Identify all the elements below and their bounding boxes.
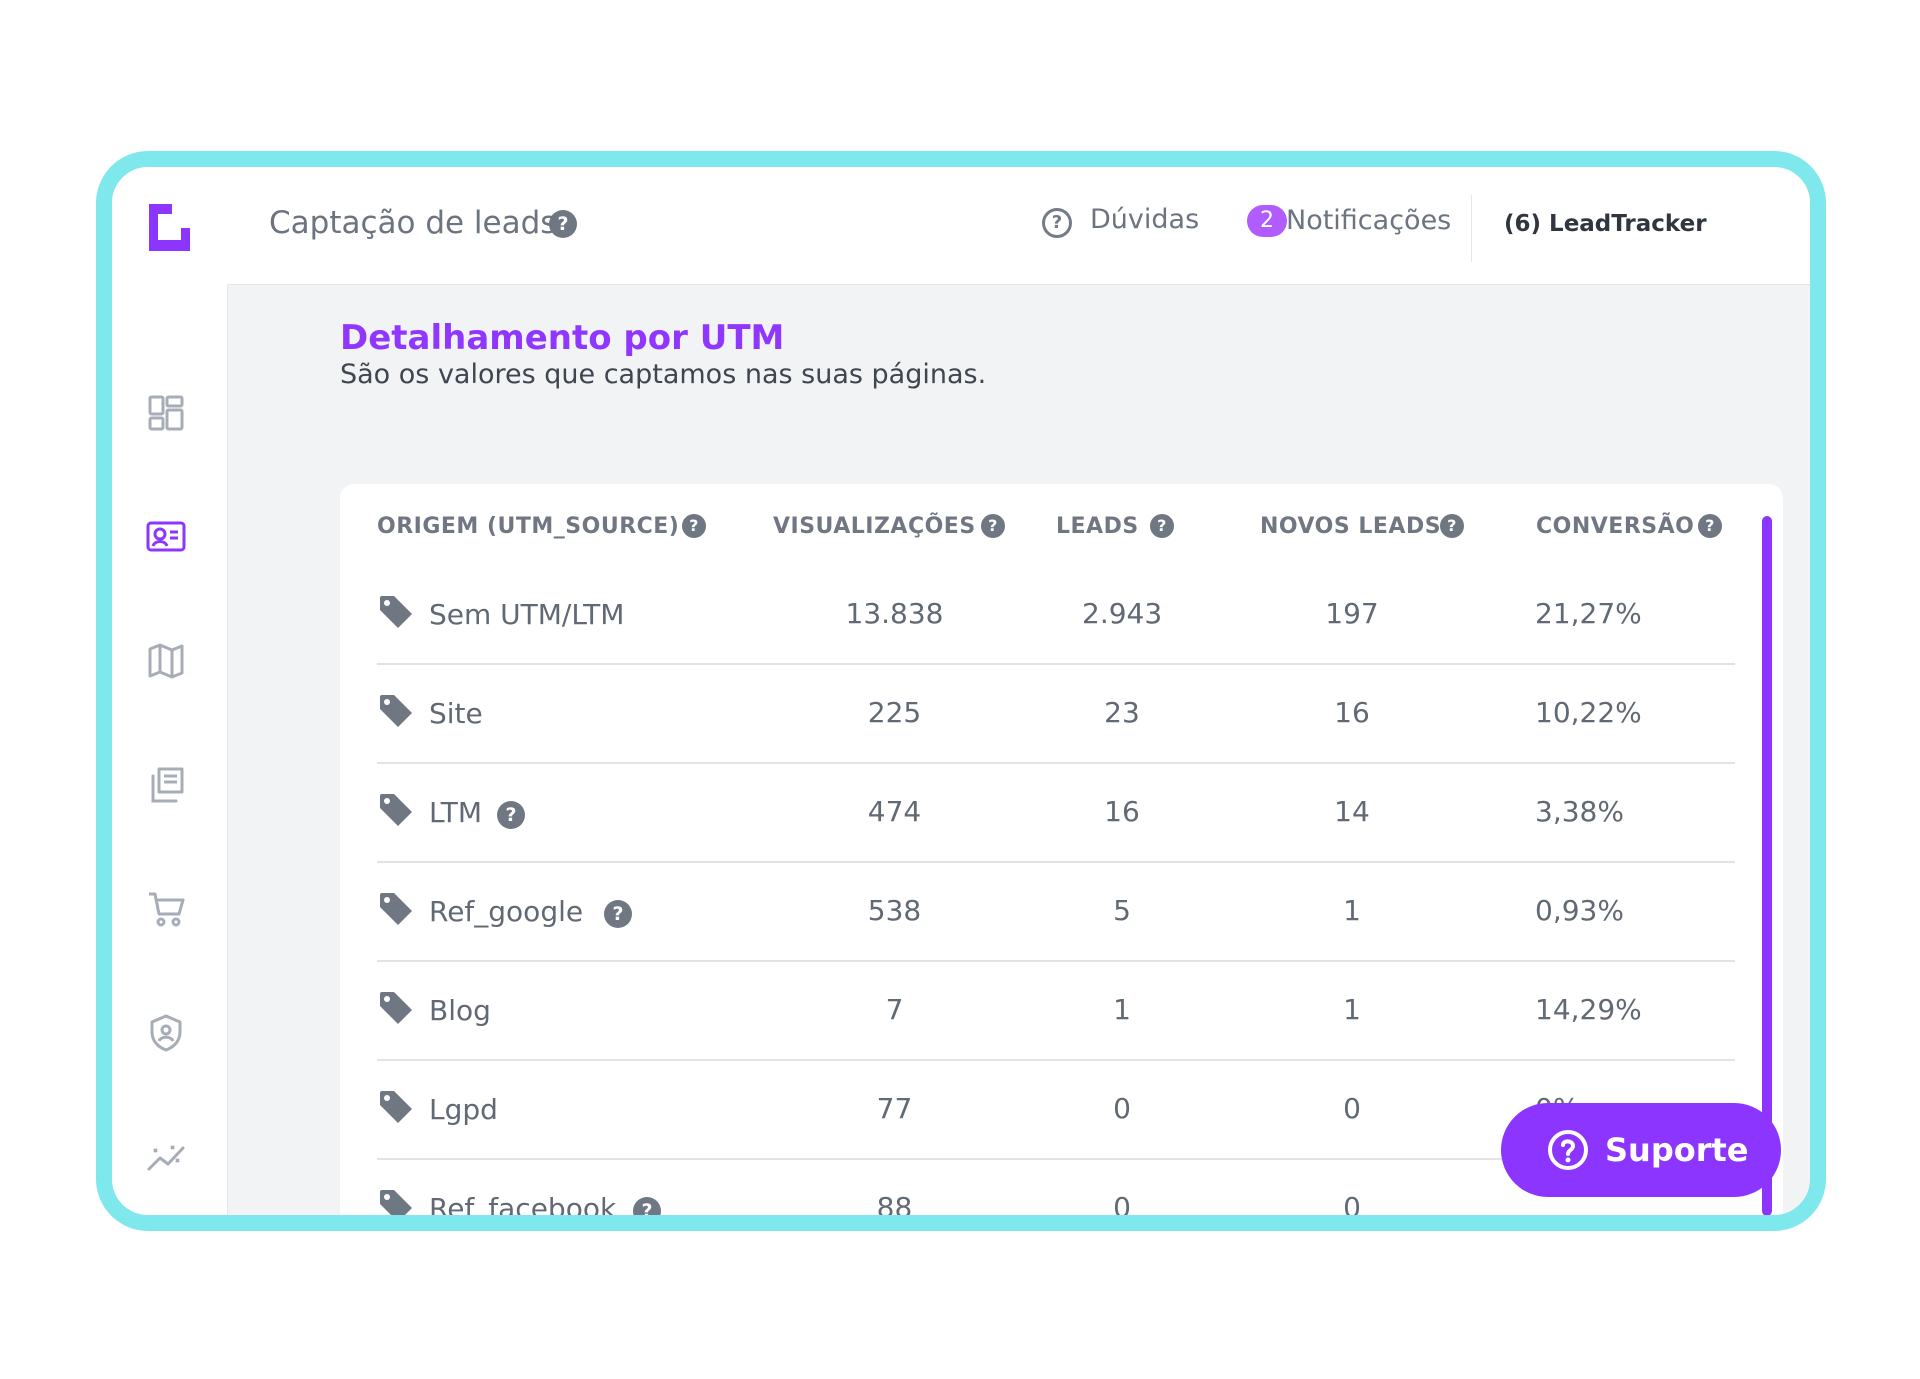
question-icon[interactable]: ? [1150,514,1174,538]
question-circle-icon [1548,1130,1588,1170]
app-frame: Captação de leads ? ? Dúvidas 2 Notifica… [96,151,1826,1231]
conversion-value: 21,27% [1535,597,1642,630]
question-icon[interactable]: ? [604,900,632,928]
logo-icon [149,204,190,251]
leads-value: 5 [1113,894,1131,927]
tag-icon [380,1091,412,1123]
new-leads-value: 14 [1334,795,1370,828]
notifications-link[interactable]: Notificações [1286,205,1452,236]
utm-source-label: Ref_google [429,895,584,928]
utm-table: ORIGEM (UTM_SOURCE) ? VISUALIZAÇÕES ? LE… [340,484,1783,1225]
question-icon[interactable]: ? [1440,514,1464,538]
leads-value: 2.943 [1082,597,1163,630]
table-scrollbar[interactable] [1762,516,1772,1215]
question-icon[interactable]: ? [981,514,1005,538]
new-leads-value: 1 [1343,993,1361,1026]
question-icon[interactable]: ? [633,1197,661,1215]
page-title: Captação de leads ? [269,203,577,243]
question-icon[interactable]: ? [549,210,577,238]
views-value: 538 [867,894,922,927]
views-value: 13.838 [845,597,944,630]
map-icon[interactable] [145,640,187,682]
new-leads-value: 16 [1334,696,1370,729]
table-row[interactable]: Blog 7 1 1 14,29% [377,962,1735,1061]
column-header-conversion[interactable]: CONVERSÃO ? [1536,512,1722,542]
new-leads-value: 197 [1325,597,1379,630]
table-row[interactable]: Site 225 23 16 10,22% [377,665,1735,764]
top-bar: Captação de leads ? ? Dúvidas 2 Notifica… [227,167,1810,285]
notification-count-badge[interactable]: 2 [1247,205,1287,237]
leads-value: 16 [1104,795,1140,828]
table-row[interactable]: Ref_google ? 538 5 1 0,93% [377,863,1735,962]
utm-source-label: Blog [429,994,491,1027]
header-divider [1471,195,1472,262]
tag-icon [380,893,412,925]
new-leads-value: 0 [1343,1191,1361,1224]
column-header-views[interactable]: VISUALIZAÇÕES ? [773,512,1005,542]
section-title: Detalhamento por UTM [340,318,785,358]
leads-value: 0 [1113,1092,1131,1125]
tag-icon [380,695,412,727]
help-circle-icon[interactable]: ? [1042,208,1072,238]
table-row[interactable]: LTM ? 474 16 14 3,38% [377,764,1735,863]
tag-icon [380,1190,412,1215]
sidebar [112,167,228,1215]
table-row[interactable]: Sem UTM/LTM 13.838 2.943 197 21,27% [377,566,1735,665]
question-icon[interactable]: ? [497,801,525,829]
column-header-new-leads[interactable]: NOVOS LEADS ? [1260,512,1464,542]
support-button[interactable]: Suporte [1501,1103,1781,1197]
analytics-icon[interactable] [145,1136,187,1178]
tag-icon [380,794,412,826]
conversion-value: 3,38% [1535,795,1624,828]
utm-source-label: Sem UTM/LTM [429,598,625,631]
new-leads-value: 1 [1343,894,1361,927]
main-content: Detalhamento por UTM São os valores que … [227,284,1810,1215]
leads-value: 23 [1104,696,1140,729]
tag-icon [380,992,412,1024]
shopping-cart-icon[interactable] [145,888,187,930]
section-subtitle: São os valores que captamos nas suas pág… [340,359,987,390]
tag-icon [380,596,412,628]
question-icon[interactable]: ? [1698,514,1722,538]
views-value: 474 [867,795,922,828]
leads-value: 1 [1113,993,1131,1026]
new-leads-value: 0 [1343,1092,1361,1125]
dashboard-icon[interactable] [145,392,187,434]
conversion-value: 10,22% [1535,696,1642,729]
views-value: 7 [885,993,904,1026]
help-link[interactable]: Dúvidas [1090,204,1200,235]
column-header-source[interactable]: ORIGEM (UTM_SOURCE) ? [377,512,706,542]
views-value: 77 [876,1092,913,1125]
table-row[interactable]: Ref_facebook ? 88 0 0 [377,1160,1735,1225]
shield-user-icon[interactable] [145,1012,187,1054]
utm-source-label: LTM [429,796,483,829]
utm-source-label: Site [429,697,483,730]
conversion-value: 14,29% [1535,993,1642,1026]
utm-source-label: Lgpd [429,1093,498,1126]
views-value: 225 [867,696,922,729]
contact-card-icon[interactable] [145,516,187,558]
account-select[interactable]: (6) LeadTracker [1504,211,1707,237]
views-value: 88 [876,1191,913,1224]
question-icon[interactable]: ? [682,514,706,538]
leads-value: 0 [1113,1191,1131,1224]
conversion-value: 0,93% [1535,894,1624,927]
utm-source-label: Ref_facebook [429,1192,617,1225]
column-header-leads[interactable]: LEADS ? [1056,512,1174,542]
document-copy-icon[interactable] [145,764,187,806]
